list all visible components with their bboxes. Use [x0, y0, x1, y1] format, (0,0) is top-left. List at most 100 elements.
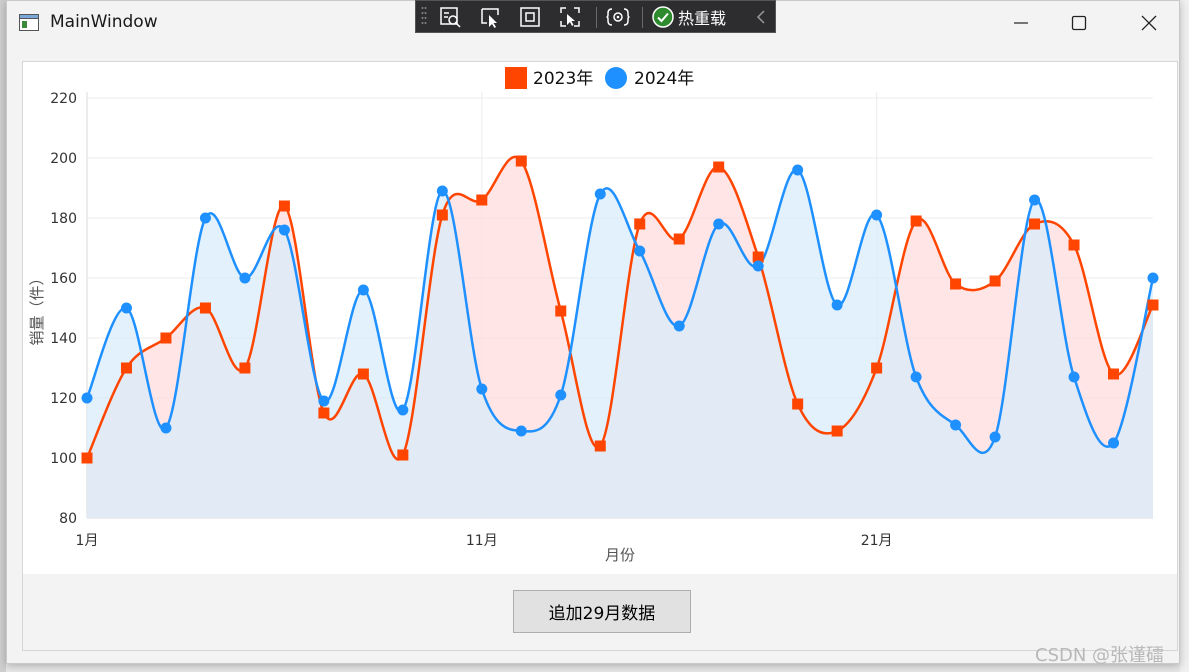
background-left-strip [0, 0, 6, 672]
x-tick-label: 1月 [76, 533, 99, 549]
marker-2024 [239, 272, 251, 284]
grip-icon[interactable] [421, 6, 427, 28]
debug-toolbar: 热重载 [415, 0, 776, 33]
marker-2023 [515, 155, 527, 167]
legend-marker-2024 [605, 67, 627, 89]
append-data-button[interactable]: 追加29月数据 [513, 590, 691, 633]
marker-2023 [989, 275, 1001, 287]
marker-2023 [831, 425, 843, 437]
marker-2024 [397, 404, 409, 416]
marker-2024 [594, 188, 606, 200]
select-element-button[interactable] [476, 4, 504, 30]
marker-2023 [673, 233, 685, 245]
y-tick-label: 100 [50, 451, 77, 467]
x-axis-title: 月份 [605, 546, 635, 564]
toolbar-separator [642, 7, 643, 28]
marker-2023 [1068, 239, 1080, 251]
toolbar-separator [596, 7, 597, 28]
marker-2023 [752, 251, 764, 263]
legend-label-2023: 2023年 [533, 69, 593, 89]
marker-2023 [476, 194, 488, 206]
marker-2023 [160, 332, 172, 344]
marker-2023 [120, 362, 132, 374]
adorner-frame-icon [520, 7, 540, 27]
content-panel: 80 100 120 140 160 180 200 220 1月 11月 21月 月份 销量（件） 20… [22, 61, 1178, 651]
marker-2024 [950, 419, 962, 431]
marker-2023 [634, 218, 646, 230]
marker-2023 [397, 449, 409, 461]
main-window: MainWindow 80 100 120 140 160 180 200 220 1月 11月 2… [6, 0, 1180, 664]
collapse-toolbar-icon[interactable] [754, 8, 768, 26]
maximize-icon [1071, 15, 1087, 31]
marker-2024 [436, 185, 448, 197]
marker-2023 [239, 362, 251, 374]
marker-2023 [1029, 218, 1041, 230]
marker-2024 [515, 425, 527, 437]
close-icon [1141, 15, 1157, 31]
inspect-tree-icon [440, 7, 461, 28]
display-layout-adorners-button[interactable] [516, 4, 544, 30]
marker-2024 [1068, 371, 1080, 383]
track-focus-button[interactable] [556, 4, 584, 30]
binding-failures-button[interactable] [604, 4, 632, 30]
marker-2024 [871, 209, 883, 221]
window-title: MainWindow [50, 12, 158, 32]
hot-reload-button[interactable]: 热重载 [652, 4, 726, 30]
marker-2024 [910, 371, 922, 383]
maximize-button[interactable] [1050, 1, 1108, 45]
background-right-strip [1180, 0, 1189, 672]
live-visual-tree-button[interactable] [436, 4, 464, 30]
marker-2023 [950, 278, 962, 290]
chart-area: 80 100 120 140 160 180 200 220 1月 11月 21月 月份 销量（件） 20… [23, 62, 1177, 574]
marker-2023 [910, 215, 922, 227]
marker-2023 [871, 362, 883, 374]
y-tick-label: 180 [50, 211, 77, 227]
marker-2023 [555, 305, 567, 317]
marker-2024 [555, 389, 567, 401]
marker-2023 [318, 407, 330, 419]
y-tick-label: 200 [50, 151, 77, 167]
marker-2023 [792, 398, 804, 410]
marker-2024 [1108, 437, 1120, 449]
marker-2024 [673, 320, 685, 332]
binding-icon [606, 8, 630, 26]
minimize-icon [1014, 22, 1028, 24]
marker-2024 [318, 395, 330, 407]
y-tick-label: 160 [50, 271, 77, 287]
marker-2024 [476, 383, 488, 395]
marker-2024 [199, 212, 211, 224]
watermark-text: CSDN @张谨礌 [1035, 645, 1165, 666]
marker-2024 [713, 218, 725, 230]
marker-2024 [278, 224, 290, 236]
marker-2024 [1147, 272, 1159, 284]
marker-2023 [199, 302, 211, 314]
marker-2024 [752, 260, 764, 272]
marker-2023 [1108, 368, 1120, 380]
y-tick-label: 120 [50, 391, 77, 407]
check-circle-icon [652, 6, 674, 28]
marker-2023 [713, 161, 725, 173]
y-tick-label: 80 [59, 511, 77, 527]
app-window-icon [19, 14, 39, 31]
marker-2023 [278, 200, 290, 212]
marker-2024 [160, 422, 172, 434]
cursor-select-icon [481, 8, 499, 28]
x-tick-label: 11月 [466, 533, 498, 549]
track-focus-icon [560, 7, 580, 27]
minimize-button[interactable] [992, 1, 1050, 45]
marker-2023 [436, 209, 448, 221]
close-button[interactable] [1120, 1, 1178, 45]
legend-marker-2023 [505, 67, 527, 89]
y-tick-label: 140 [50, 331, 77, 347]
marker-2024 [1029, 194, 1041, 206]
marker-2023 [1147, 299, 1159, 311]
marker-2024 [120, 302, 132, 314]
hot-reload-label: 热重载 [678, 9, 727, 28]
marker-2024 [81, 392, 93, 404]
marker-2024 [792, 164, 804, 176]
marker-2023 [81, 452, 93, 464]
y-axis-title: 销量（件） [28, 270, 46, 345]
marker-2023 [594, 440, 606, 452]
legend-label-2024: 2024年 [634, 69, 694, 89]
marker-2024 [989, 431, 1001, 443]
